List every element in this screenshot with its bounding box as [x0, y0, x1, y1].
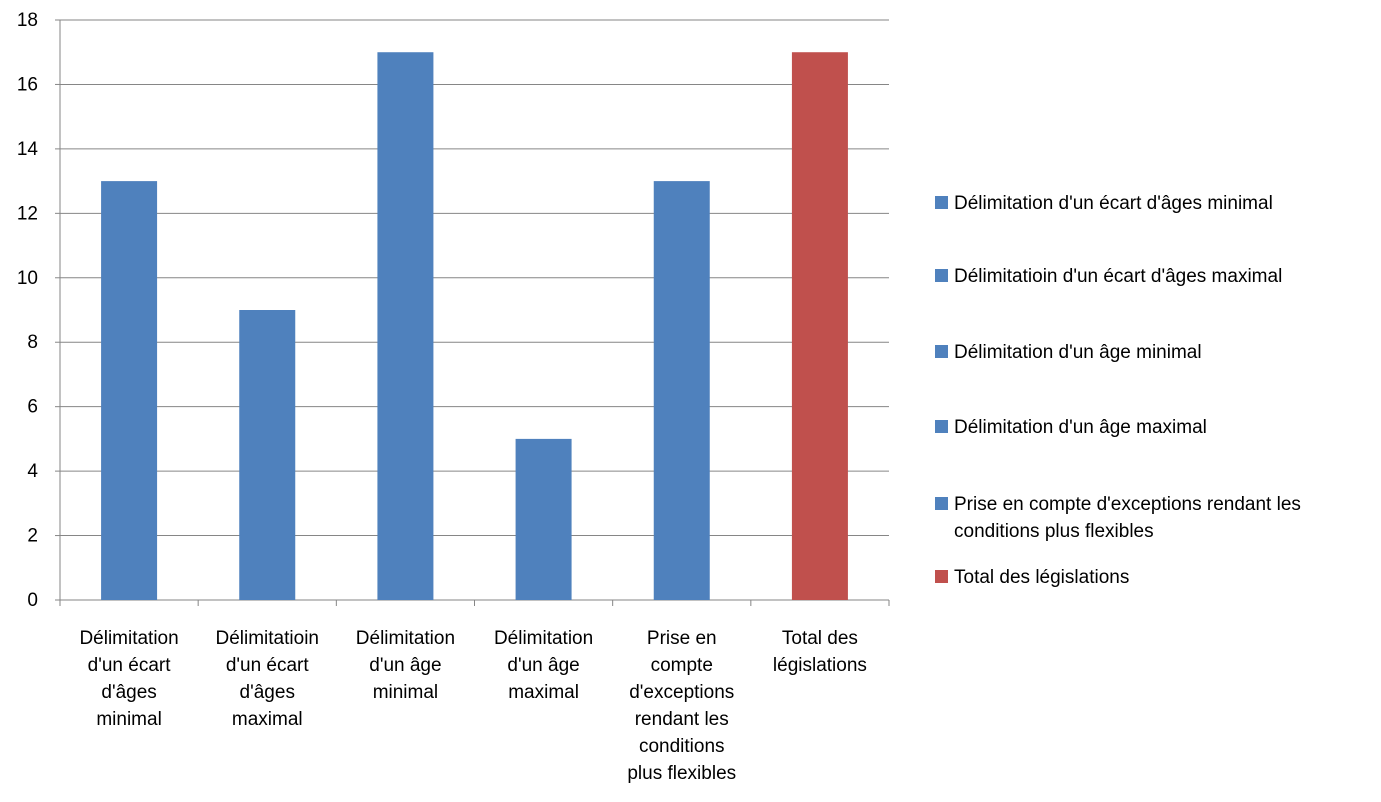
x-category-label-line: d'âges	[101, 682, 156, 703]
x-category-label-line: d'âges	[240, 682, 295, 703]
x-category-label-line: Total des	[782, 628, 858, 649]
y-tick-label: 10	[17, 268, 38, 289]
axes	[55, 19, 890, 606]
x-category-label-line: maximal	[508, 682, 579, 703]
y-tick-label: 8	[27, 332, 38, 353]
legend-label: Délimitatioin d'un écart d'âges maximal	[954, 266, 1282, 287]
y-tick-label: 14	[17, 139, 39, 160]
x-category-label: Délimitation d'un âge minimal	[356, 628, 455, 703]
y-tick-label: 2	[27, 526, 38, 547]
x-category-label-line: d'un âge	[369, 655, 441, 676]
bar	[515, 438, 572, 600]
legend-label-line: Délimitatioin d'un écart d'âges maximal	[954, 266, 1282, 287]
legend-swatch	[935, 196, 948, 209]
bar	[377, 52, 434, 600]
x-category-label-line: rendant les	[635, 709, 729, 730]
legend-label-line: Total des législations	[954, 567, 1129, 588]
y-tick-label: 16	[17, 74, 38, 95]
legend-swatch	[935, 570, 948, 583]
y-tick-label: 6	[27, 397, 38, 418]
bar	[653, 181, 710, 600]
x-category-label-line: plus flexibles	[627, 763, 736, 784]
x-category-label-line: minimal	[96, 709, 161, 730]
x-category-label: Délimitatioin d'un écart d'âges maximal	[216, 628, 319, 730]
x-category-label-line: minimal	[373, 682, 438, 703]
legend-swatch	[935, 269, 948, 282]
legend-label-line: conditions plus flexibles	[954, 521, 1154, 542]
x-category-label-line: compte	[651, 655, 713, 676]
legend-swatch	[935, 497, 948, 510]
y-tick-label: 4	[27, 461, 38, 482]
legend: Délimitation d'un écart d'âges minimal Dé…	[935, 193, 1301, 588]
legend-label-line: Délimitation d'un âge maximal	[954, 417, 1207, 438]
legend-swatch	[935, 345, 948, 358]
x-category-label-line: Délimitation	[356, 628, 455, 649]
gridlines	[60, 19, 889, 537]
legend-label-line: Prise en compte d'exceptions rendant les	[954, 494, 1301, 515]
y-tick-label: 0	[27, 590, 38, 611]
y-tick-labels: 0 2 4 6 8 10 12 14 16 18	[17, 10, 39, 611]
legend-swatch	[935, 420, 948, 433]
x-category-label-line: d'un écart	[226, 655, 310, 676]
legend-label: Prise en compte d'exceptions rendant les…	[954, 494, 1301, 542]
x-category-labels: Délimitation d'un écart d'âges minimalDélim…	[79, 628, 866, 784]
bar	[791, 52, 848, 600]
bars	[101, 52, 848, 600]
x-category-label: Délimitation d'un âge maximal	[494, 628, 593, 703]
legend-label-line: Délimitation d'un âge minimal	[954, 342, 1202, 363]
y-tick-label: 18	[17, 10, 38, 31]
bar	[239, 310, 296, 600]
x-category-label: Délimitation d'un écart d'âges minimal	[79, 628, 178, 730]
x-category-label-line: d'un écart	[88, 655, 172, 676]
legend-label: Délimitation d'un âge maximal	[954, 417, 1207, 438]
x-category-label-line: Prise en	[647, 628, 717, 649]
x-category-label-line: Délimitatioin	[216, 628, 319, 649]
x-category-label-line: Délimitation	[79, 628, 178, 649]
legend-label-line: Délimitation d'un écart d'âges minimal	[954, 193, 1273, 214]
bar	[101, 181, 158, 600]
x-category-label-line: conditions	[639, 736, 725, 757]
x-category-label-line: législations	[773, 655, 867, 676]
x-category-label-line: d'exceptions	[629, 682, 734, 703]
legend-label: Délimitation d'un âge minimal	[954, 342, 1202, 363]
x-category-label: Total des législations	[773, 628, 867, 676]
y-tick-label: 12	[17, 203, 38, 224]
x-category-label: Prise en compte d'exceptions rendant les con…	[627, 628, 736, 784]
legend-label: Total des législations	[954, 567, 1129, 588]
x-category-label-line: d'un âge	[507, 655, 579, 676]
x-category-label-line: Délimitation	[494, 628, 593, 649]
legend-label: Délimitation d'un écart d'âges minimal	[954, 193, 1273, 214]
x-category-label-line: maximal	[232, 709, 303, 730]
